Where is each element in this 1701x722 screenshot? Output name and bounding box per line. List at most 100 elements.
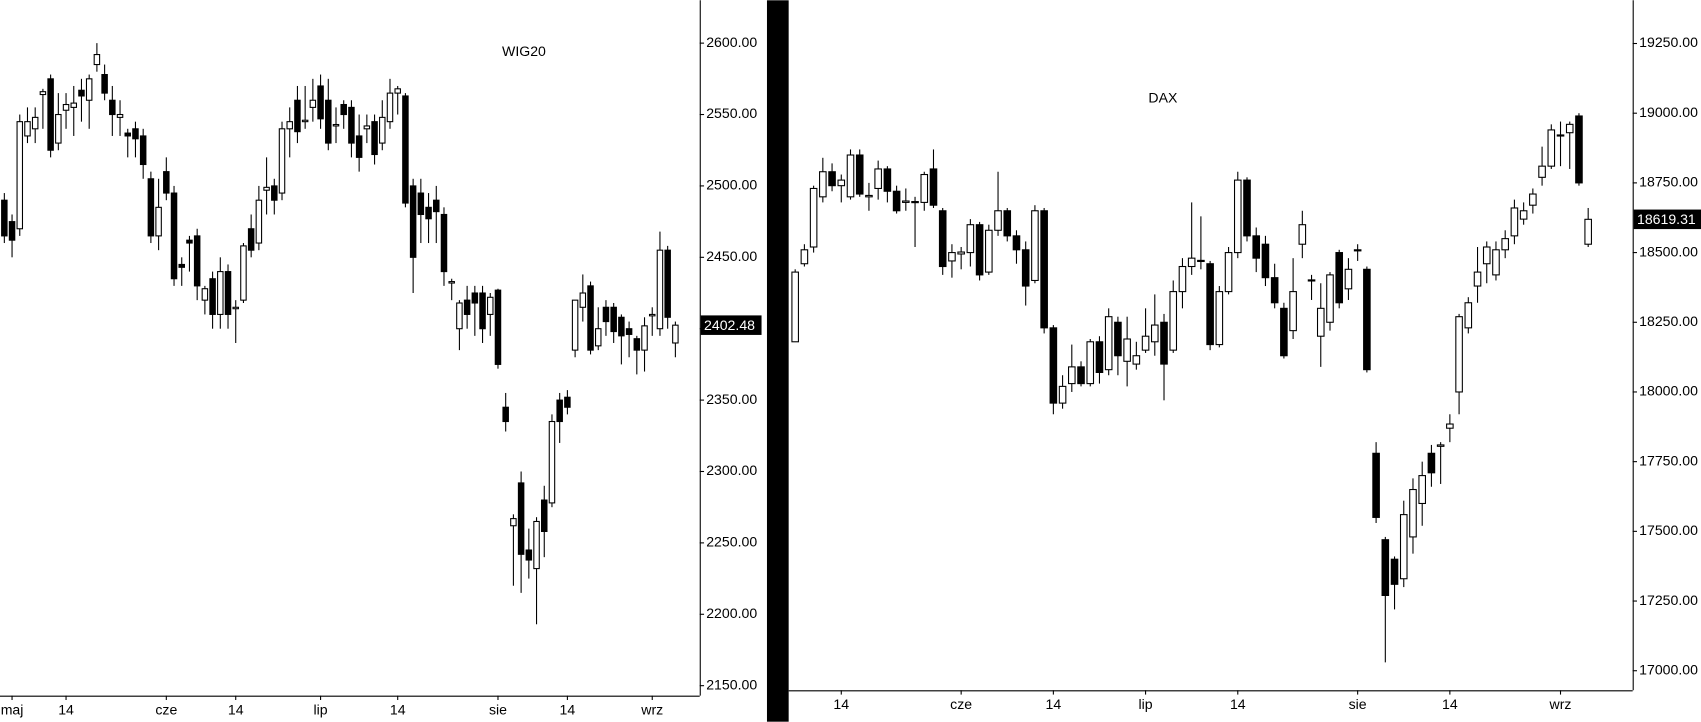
last-value-box (1633, 209, 1701, 230)
last-value-box (700, 315, 762, 335)
candle-body (379, 116, 386, 144)
candle-body (1187, 257, 1196, 268)
candle-body (109, 99, 116, 116)
candle-body (911, 201, 919, 204)
candle-body (548, 420, 556, 504)
candle-body (62, 103, 70, 111)
candle-body (828, 171, 836, 187)
candle-body (47, 78, 54, 151)
candle-body (1372, 452, 1380, 518)
candle-body (247, 228, 255, 251)
candle-body (1298, 224, 1307, 245)
candle-body (1169, 291, 1178, 351)
candle-body (594, 328, 602, 347)
candle-body (78, 89, 85, 97)
candle-body (1565, 123, 1574, 134)
candle-body (1335, 252, 1344, 304)
y-tick-label: 19000.00 (1639, 104, 1698, 120)
candle-body (394, 88, 401, 94)
candle-body (178, 263, 185, 268)
x-tick-label: maj (1, 702, 24, 718)
y-tick-label: 18750.00 (1639, 174, 1698, 190)
candle-body (425, 206, 432, 220)
candle-body (402, 95, 409, 204)
candle-body (487, 296, 494, 315)
candle-body (1538, 165, 1546, 178)
candle-body (232, 306, 239, 310)
candle-body (819, 171, 827, 198)
last-value-label: 2402.48 (704, 317, 755, 333)
candle-body (1575, 115, 1583, 184)
x-tick-label: cze (950, 696, 972, 712)
y-tick-label: 2500.00 (706, 177, 757, 193)
candle-body (837, 179, 846, 187)
x-tick-label: sie (489, 702, 507, 718)
candle-body (1178, 265, 1187, 293)
candle-body (363, 125, 371, 130)
candle-body (1556, 134, 1565, 137)
chart-title: WIG20 (502, 43, 546, 59)
y-tick-label: 2300.00 (706, 462, 757, 478)
candle-body (1307, 279, 1316, 282)
candle-body (317, 85, 324, 120)
candle-body (791, 271, 799, 343)
candle-body (1519, 210, 1528, 220)
candle-body (1436, 444, 1445, 447)
candle-body (1418, 475, 1426, 505)
candle-body (340, 103, 347, 116)
candle-body (186, 239, 193, 244)
candle-body (371, 121, 378, 156)
x-tick-label: lip (1139, 696, 1153, 712)
candle-body (1482, 246, 1491, 265)
candle-body (920, 173, 929, 203)
y-tick-label: 18250.00 (1639, 313, 1698, 329)
candle-body (929, 168, 938, 206)
candle-body (1363, 268, 1371, 371)
y-tick-label: 17000.00 (1639, 661, 1698, 677)
candle-body (556, 399, 563, 423)
candle-body (502, 406, 509, 423)
candle-body (510, 518, 517, 527)
y-tick-label: 18500.00 (1639, 243, 1698, 259)
candle-body (479, 292, 486, 330)
candle-body (209, 278, 216, 315)
candle-body (55, 113, 62, 144)
candle-body (101, 74, 108, 94)
candle-body (571, 299, 579, 351)
x-tick-label: cze (155, 702, 177, 718)
candle-body (1446, 423, 1454, 429)
x-tick-label: 14 (58, 702, 74, 718)
x-tick-label: wrz (1549, 696, 1572, 712)
candle-body (1344, 268, 1353, 290)
y-tick-label: 2550.00 (706, 105, 757, 121)
candle-body (625, 328, 633, 335)
candle-body (938, 210, 947, 268)
candle-body (948, 252, 956, 262)
candle-body (564, 396, 571, 408)
candle-body (8, 221, 16, 241)
candle-body (892, 190, 901, 212)
candle-body (1289, 291, 1297, 332)
candle-body (1049, 327, 1058, 404)
y-tick-label: 2250.00 (706, 534, 757, 550)
candle-body (1160, 321, 1168, 365)
x-tick-label: 14 (1046, 696, 1062, 712)
candle-body (1141, 335, 1150, 351)
candle-body (294, 99, 301, 133)
candle-body (1316, 307, 1325, 337)
candle-body (278, 128, 286, 194)
candle-body (456, 302, 463, 330)
candle-body (641, 325, 648, 351)
candle-body (139, 135, 147, 166)
candle-body (31, 116, 39, 130)
candle-body (386, 92, 394, 123)
candle-body (1243, 179, 1251, 237)
candle-body (348, 106, 355, 144)
candle-body (1114, 321, 1122, 357)
x-tick-label: 14 (1442, 696, 1458, 712)
candle-body (448, 281, 455, 284)
candle-body (846, 154, 855, 198)
candle-body (533, 520, 540, 570)
candle-body (1206, 263, 1214, 346)
candle-body (1529, 193, 1537, 206)
